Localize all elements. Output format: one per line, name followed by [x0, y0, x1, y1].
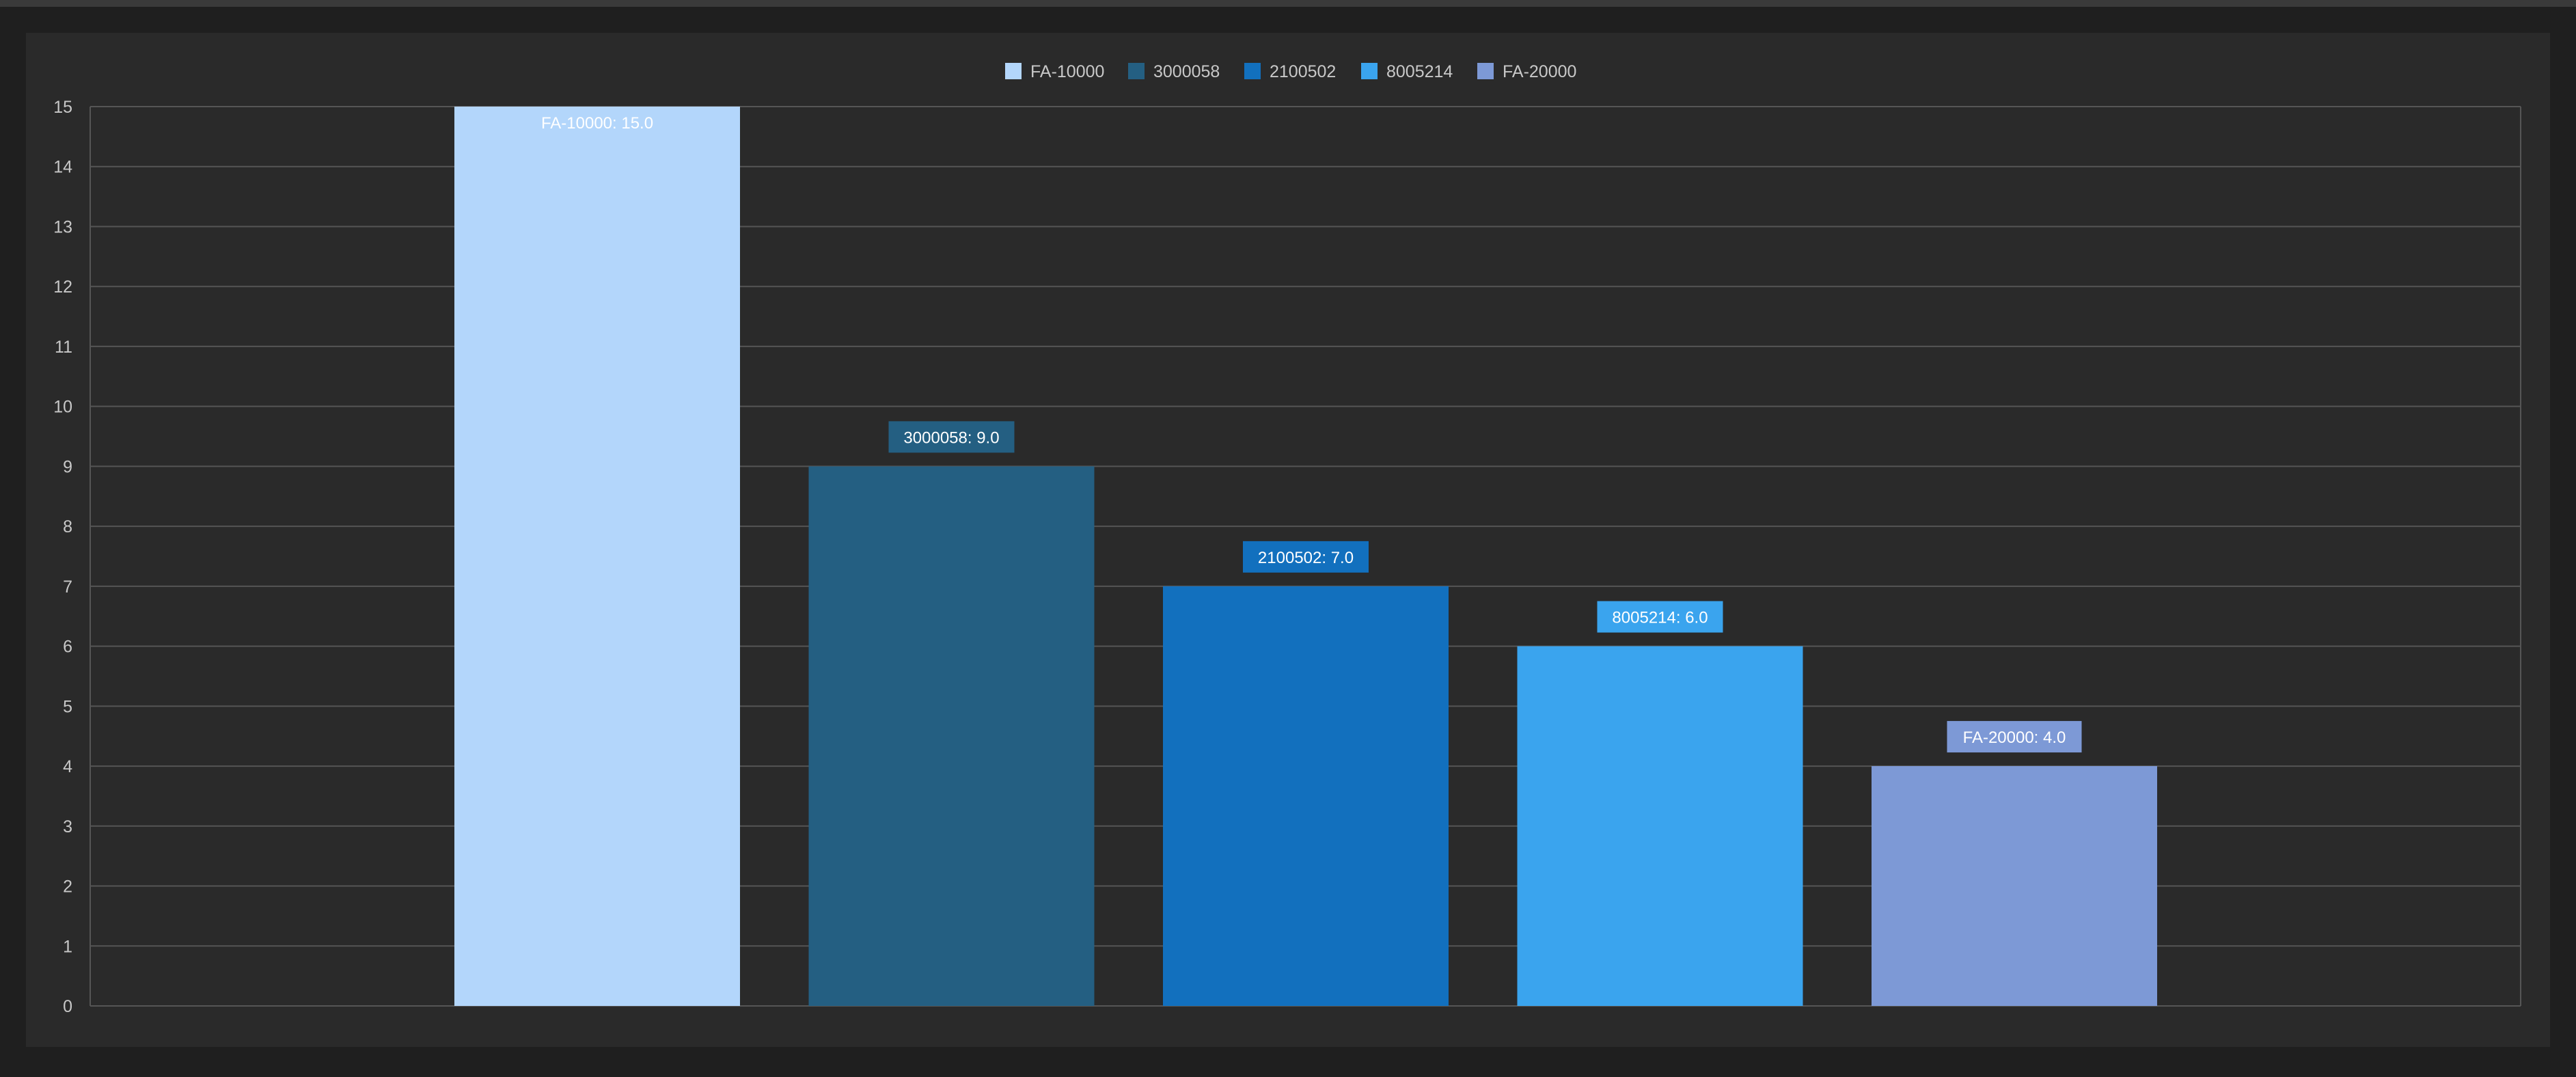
y-tick-label: 3: [63, 817, 72, 836]
data-label-box: [888, 421, 1015, 453]
legend-swatch: [1361, 63, 1378, 79]
window-top-strip: [0, 0, 2576, 7]
legend-label: 2100502: [1270, 62, 1336, 81]
legend-label: 3000058: [1153, 62, 1220, 81]
data-label: FA-20000: 4.0: [1963, 728, 2066, 747]
y-tick-label: 7: [63, 577, 72, 597]
y-tick-label: 9: [63, 457, 72, 476]
y-tick-label: 13: [53, 217, 72, 236]
legend[interactable]: FA-10000 3000058 2100502 8005214 FA-20000: [1005, 62, 1576, 81]
data-label: 8005214: 6.0: [1612, 609, 1708, 627]
legend-item[interactable]: 2100502: [1244, 62, 1336, 81]
bar-3000058[interactable]: [808, 466, 1095, 1006]
data-label: 2100502: 7.0: [1258, 549, 1354, 567]
y-tick-label: 2: [63, 877, 72, 897]
bar-FA-20000[interactable]: [1872, 766, 2157, 1006]
data-label-box: [1597, 601, 1723, 633]
legend-label: FA-10000: [1030, 62, 1104, 81]
data-label: FA-10000: 15.0: [541, 114, 653, 133]
bar-FA-10000[interactable]: [454, 107, 740, 1006]
y-tick-label: 14: [53, 158, 72, 177]
legend-swatch: [1005, 63, 1022, 79]
legend-label: FA-20000: [1503, 62, 1576, 81]
y-tick-label: 15: [53, 98, 72, 117]
legend-item[interactable]: FA-10000: [1005, 62, 1104, 81]
y-tick-label: 5: [63, 697, 72, 716]
y-tick-label: 12: [53, 277, 72, 297]
data-label-box: [1947, 721, 2082, 753]
data-labels: FA-10000: 15.0 3000058: 9.0 2100502: 7.0 80…: [541, 114, 2082, 753]
legend-swatch: [1477, 63, 1494, 79]
legend-label: 8005214: [1386, 62, 1453, 81]
y-tick-label: 4: [63, 757, 72, 776]
y-tick-label: 11: [55, 338, 72, 357]
bar-2100502[interactable]: [1163, 586, 1449, 1006]
y-tick-label: 1: [63, 937, 72, 956]
y-tick-label: 10: [53, 398, 72, 417]
data-label-box: [1243, 541, 1369, 573]
bars: [454, 107, 2157, 1006]
y-tick-label: 6: [63, 638, 72, 657]
data-label: 3000058: 9.0: [903, 428, 999, 447]
chart-panel: 0 1 2 3 4 5 6 7 8 9 10 11 12 13 14 15 FA-10000: 15.0 300…: [26, 33, 2550, 1047]
legend-swatch: [1244, 63, 1261, 79]
legend-item[interactable]: 3000058: [1128, 62, 1220, 81]
legend-item[interactable]: FA-20000: [1477, 62, 1576, 81]
bar-8005214[interactable]: [1517, 646, 1803, 1006]
y-tick-label: 0: [63, 997, 72, 1016]
y-tick-label: 8: [63, 517, 72, 536]
legend-item[interactable]: 8005214: [1361, 62, 1453, 81]
legend-swatch: [1128, 63, 1145, 79]
